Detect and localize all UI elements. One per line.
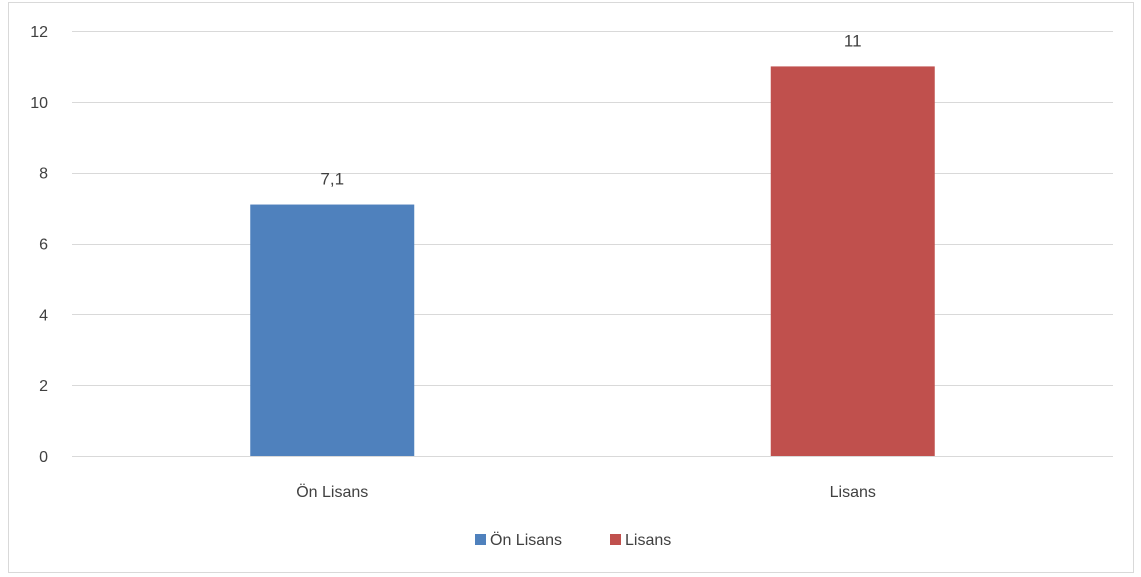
- x-axis-category-labels: Ön Lisans Lisans: [296, 483, 876, 501]
- y-tick-label: 12: [30, 24, 48, 41]
- data-labels: 7,1 11: [320, 31, 861, 188]
- y-tick-label: 10: [30, 95, 48, 112]
- data-label: 7,1: [320, 170, 344, 189]
- x-category-label: Lisans: [830, 484, 876, 501]
- y-tick-label: 0: [39, 449, 48, 466]
- chart-frame: [8, 2, 1134, 573]
- gridlines: [72, 31, 1113, 457]
- bar-on-lisans: [250, 204, 415, 456]
- legend-swatch: [475, 534, 486, 545]
- legend: Ön Lisans Lisans: [475, 531, 671, 549]
- y-axis-tick-labels: 0 2 4 6 8 10 12: [30, 24, 48, 466]
- data-label: 11: [844, 31, 862, 50]
- bar-lisans: [770, 66, 935, 457]
- bars: [250, 66, 935, 457]
- y-tick-label: 4: [39, 307, 48, 324]
- y-tick-label: 2: [39, 378, 48, 395]
- y-tick-label: 6: [39, 237, 48, 254]
- legend-label: Ön Lisans: [490, 531, 562, 549]
- y-tick-label: 8: [39, 166, 48, 183]
- x-category-label: Ön Lisans: [296, 483, 368, 501]
- legend-swatch: [610, 534, 621, 545]
- legend-label: Lisans: [625, 532, 671, 549]
